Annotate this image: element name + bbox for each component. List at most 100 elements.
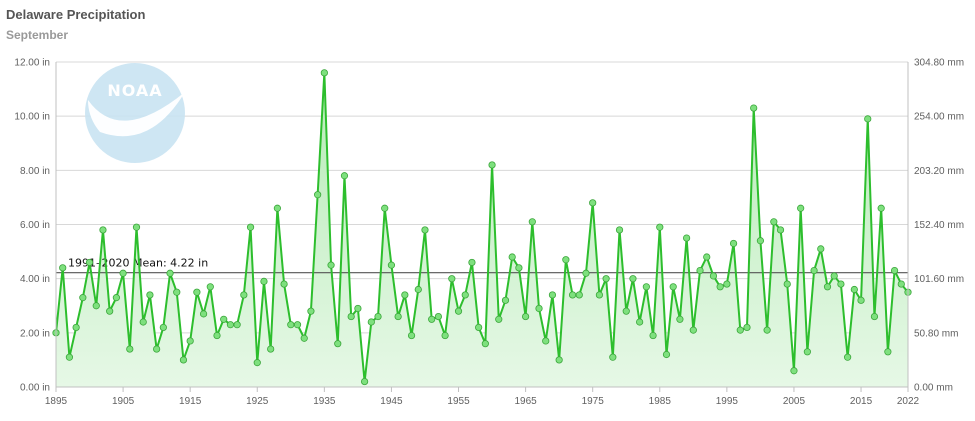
data-point	[354, 304, 362, 313]
data-point	[72, 323, 80, 332]
data-point	[696, 266, 704, 275]
x-tick-label: 1915	[179, 396, 202, 407]
y-tick-label-right: 152.40 mm	[914, 220, 964, 231]
data-point	[817, 245, 825, 253]
chart-subtitle: September	[6, 28, 69, 42]
data-point	[112, 294, 120, 302]
y-tick-label-right: 50.80 mm	[914, 328, 958, 339]
y-tick-label-right: 304.80 mm	[914, 58, 964, 69]
y-tick-label-right: 203.20 mm	[914, 166, 964, 177]
y-tick-label-left: 4.00 in	[20, 274, 50, 285]
data-point	[126, 345, 134, 353]
data-point	[602, 275, 610, 283]
logo-text: NOAA	[107, 81, 162, 100]
data-point	[522, 312, 530, 321]
data-point	[528, 218, 536, 226]
data-point	[676, 315, 684, 323]
data-point	[857, 296, 865, 304]
data-point	[92, 302, 100, 310]
data-point	[179, 356, 188, 364]
data-point	[830, 272, 838, 280]
data-point	[99, 226, 107, 234]
y-tick-label-right: 0.00 mm	[914, 383, 953, 394]
x-tick-label: 1935	[313, 396, 336, 407]
data-point	[153, 345, 161, 353]
data-point	[65, 353, 74, 361]
data-point	[890, 266, 899, 275]
data-point	[797, 204, 805, 212]
data-point	[186, 337, 194, 345]
data-point	[636, 318, 644, 326]
data-point	[884, 348, 892, 356]
data-point	[246, 223, 255, 231]
data-point	[374, 312, 382, 321]
data-point	[823, 283, 832, 291]
data-point	[562, 256, 570, 264]
data-point	[193, 288, 201, 296]
data-point	[615, 226, 624, 234]
data-point	[729, 239, 738, 248]
data-point	[454, 307, 463, 315]
data-point	[407, 331, 416, 340]
data-point	[669, 283, 677, 291]
data-point	[233, 321, 241, 329]
y-tick-label-left: 12.00 in	[14, 58, 50, 69]
data-point	[394, 312, 402, 321]
y-tick-label-left: 2.00 in	[20, 328, 50, 339]
data-point	[220, 315, 228, 323]
data-point	[770, 218, 778, 226]
data-point	[501, 296, 510, 304]
data-point	[515, 264, 523, 272]
data-point	[622, 307, 630, 315]
y-tick-label-right: 254.00 mm	[914, 112, 964, 123]
data-point	[300, 334, 308, 342]
data-point	[320, 69, 328, 77]
data-point	[226, 321, 235, 329]
x-tick-label: 1955	[447, 396, 470, 407]
x-tick-label: 1905	[112, 396, 135, 407]
data-point	[106, 307, 114, 315]
data-point	[844, 353, 852, 361]
data-point	[542, 337, 550, 345]
y-tick-label-left: 10.00 in	[14, 112, 50, 123]
data-point	[649, 331, 657, 340]
data-point	[662, 350, 671, 359]
data-point	[85, 258, 94, 267]
x-tick-label: 1995	[716, 396, 739, 407]
data-point	[716, 283, 724, 291]
x-tick-label: 2015	[850, 396, 873, 407]
data-point	[381, 204, 389, 212]
x-tick-label: 1985	[649, 396, 672, 407]
data-point	[146, 291, 154, 299]
data-point	[750, 104, 758, 112]
data-point	[166, 269, 174, 277]
data-point	[582, 269, 590, 277]
data-point	[703, 253, 711, 261]
data-point	[314, 191, 322, 199]
data-point	[555, 356, 563, 364]
x-tick-label: 1895	[45, 396, 68, 407]
data-point	[293, 321, 302, 329]
data-point	[810, 266, 818, 275]
x-tick-label: 1965	[514, 396, 537, 407]
data-point	[260, 277, 268, 285]
data-point	[434, 312, 442, 321]
data-point	[481, 340, 489, 348]
data-point	[736, 326, 744, 334]
data-point	[367, 318, 375, 326]
data-point	[864, 115, 872, 123]
x-tick-label: 1945	[380, 396, 403, 407]
x-tick-label: 2022	[897, 396, 920, 407]
data-point	[763, 326, 771, 334]
data-point	[468, 258, 476, 267]
data-point	[213, 331, 221, 340]
data-point	[642, 283, 650, 291]
data-point	[340, 172, 349, 180]
data-point	[897, 280, 905, 288]
data-point	[119, 269, 127, 277]
data-point	[387, 261, 396, 269]
data-point	[568, 291, 577, 299]
data-point	[783, 280, 791, 288]
data-point	[508, 253, 516, 261]
